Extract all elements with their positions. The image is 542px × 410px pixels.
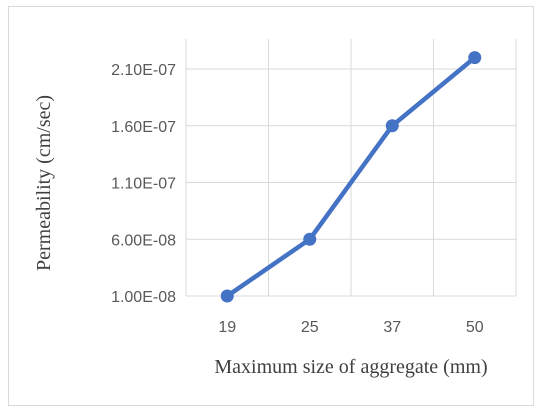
x-tick-label: 50 [466, 319, 484, 336]
x-tick-label: 19 [218, 319, 236, 336]
gridlines [185, 39, 517, 297]
x-axis-title: Maximum size of aggregate (mm) [214, 356, 487, 378]
y-tick-label: 1.60E-07 [111, 119, 176, 136]
chart-frame [8, 6, 534, 406]
x-tick-label: 25 [301, 319, 319, 336]
x-tick-labels: 19 25 37 50 [218, 319, 483, 336]
y-tick-label: 6.00E-08 [111, 232, 176, 249]
y-tick-labels: 1.00E-08 6.00E-08 1.10E-07 1.60E-07 2.10E-07 [111, 62, 176, 306]
data-point [220, 289, 234, 303]
data-point [385, 119, 399, 133]
data-point [468, 51, 482, 65]
series-polyline [225, 55, 477, 299]
series-line [220, 51, 482, 303]
y-tick-label: 2.10E-07 [111, 62, 176, 79]
data-point [303, 232, 317, 246]
y-axis-title: Permeability (cm/sec) [33, 95, 55, 271]
x-tick-label: 37 [383, 319, 401, 336]
y-tick-label: 1.00E-08 [111, 289, 176, 306]
y-tick-label: 1.10E-07 [111, 176, 176, 193]
